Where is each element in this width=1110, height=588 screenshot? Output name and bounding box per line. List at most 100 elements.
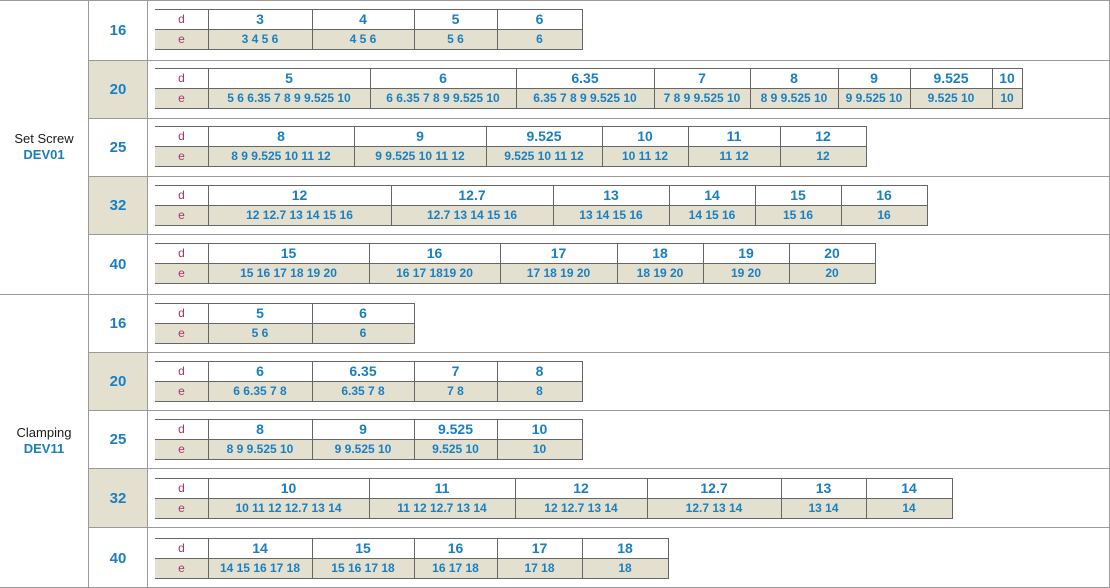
subtable-divider (370, 68, 371, 109)
e-label: e (178, 208, 185, 222)
d-value: 8 (256, 421, 264, 437)
subtable-divider (1022, 68, 1023, 109)
subtable-divider (602, 126, 603, 167)
e-row: e 10 11 12 12.7 13 14 11 12 12.7 13 14 12 1… (155, 498, 952, 518)
fit-subtable: d 12 12.7 13 14 15 16 e 12 12.7 13 14 15 16 12.7 … (155, 185, 928, 226)
e-value: 14 (902, 501, 916, 515)
subtable-divider (582, 538, 583, 579)
d-value: 8 (535, 363, 544, 379)
subtable-divider (582, 419, 583, 460)
d-value: 9.525 (526, 128, 562, 144)
d-value: 12 (573, 480, 589, 496)
fit-subtable: d 3 4 5 6 e 3 4 5 6 4 5 6 5 6 6 (155, 9, 583, 50)
subtable-divider (617, 243, 618, 284)
size-cell: 32 (89, 469, 147, 527)
grid-line (147, 0, 148, 588)
e-value: 8 (536, 384, 543, 398)
e-row: e 3 4 5 6 4 5 6 5 6 6 (155, 29, 582, 49)
subtable-rule (155, 225, 927, 226)
subtable-rule (155, 478, 952, 479)
d-value: 14 (704, 187, 720, 203)
e-label: e (178, 384, 185, 398)
e-label: e (178, 91, 185, 105)
e-value: 9.525 10 11 12 (504, 149, 584, 163)
e-value: 18 19 20 (636, 266, 684, 280)
d-value: 13 (603, 187, 619, 203)
e-label: e (178, 501, 185, 515)
d-label: d (178, 188, 185, 202)
subtable-divider (927, 185, 928, 226)
subtable-rule (155, 49, 582, 50)
e-value: 12 12.7 13 14 (544, 501, 618, 515)
subtable-divider (312, 9, 313, 50)
d-value: 10 (531, 421, 548, 437)
subtable-divider (312, 419, 313, 460)
d-value: 11 (434, 480, 450, 496)
e-value: 9 9.525 10 (845, 91, 903, 105)
subtable-rule (155, 185, 927, 186)
d-value: 5 (451, 11, 460, 27)
d-value: 6 (535, 11, 544, 27)
d-value: 17 (531, 540, 548, 556)
d-value: 15 (790, 187, 806, 203)
e-value: 14 15 16 (688, 208, 736, 222)
e-value: 9.525 10 (927, 91, 975, 105)
d-label: d (178, 481, 185, 495)
fit-subtable: d 6 6.35 7 8 e 6 6.35 7 8 6.35 7 8 7 8 8 (155, 361, 583, 402)
grid-line (0, 294, 1110, 295)
d-label: d (178, 306, 185, 320)
e-value: 9.525 10 (432, 442, 479, 456)
size-cell: 40 (109, 549, 127, 567)
d-value: 6 (359, 305, 367, 321)
subtable-rule (155, 166, 866, 167)
e-value: 9 9.525 10 (334, 442, 392, 456)
subtable-rule (155, 558, 668, 559)
e-label: e (178, 442, 185, 456)
e-value: 17 18 19 20 (526, 266, 591, 280)
d-row: d 5 6 6.35 7 8 9 9.525 10 (155, 68, 1022, 88)
e-value: 5 6 (447, 32, 464, 46)
d-value: 7 (451, 363, 460, 379)
subtable-divider (500, 243, 501, 284)
e-row: e 6 6.35 7 8 6.35 7 8 7 8 8 (155, 381, 582, 401)
e-row: e 14 15 16 17 18 15 16 17 18 16 17 18 17 18 1… (155, 558, 668, 578)
subtable-divider (516, 68, 517, 109)
subtable-rule (155, 578, 668, 579)
subtable-divider (208, 9, 209, 50)
subtable-divider (582, 9, 583, 50)
subtable-divider (497, 419, 498, 460)
subtable-divider (208, 185, 209, 226)
grid-line (88, 60, 1110, 61)
subtable-divider (354, 126, 355, 167)
d-value: 6 (439, 70, 447, 86)
subtable-rule (155, 419, 582, 420)
d-value: 15 (280, 245, 297, 261)
e-value: 10 (1000, 91, 1014, 105)
e-value: 12.7 13 14 (685, 501, 743, 515)
fit-subtable: d 8 9 9.525 10 11 12 e 8 9 9.525 10 11 12 9 9.525… (155, 126, 867, 167)
e-value: 12 (816, 149, 830, 163)
e-value: 8 9 9.525 10 11 12 (231, 149, 331, 163)
subtable-rule (155, 538, 668, 539)
e-value: 11 12 (719, 149, 749, 163)
d-value: 3 (256, 11, 264, 27)
group-code: DEV01 (23, 147, 65, 162)
size-cell: 20 (89, 61, 147, 118)
subtable-divider (414, 538, 415, 579)
e-label: e (178, 266, 185, 280)
subtable-divider (515, 478, 516, 519)
subtable-divider (497, 538, 498, 579)
e-label: e (178, 326, 185, 340)
subtable-divider (582, 361, 583, 402)
subtable-divider (497, 361, 498, 402)
subtable-rule (155, 68, 1022, 69)
e-value: 6.35 7 8 (341, 384, 385, 398)
d-row: d 12 12.7 13 14 15 16 (155, 185, 927, 205)
d-value: 14 (252, 540, 268, 556)
subtable-divider (208, 538, 209, 579)
subtable-divider (866, 478, 867, 519)
e-value: 16 17 1819 20 (396, 266, 473, 280)
subtable-divider (755, 185, 756, 226)
subtable-divider (669, 185, 670, 226)
